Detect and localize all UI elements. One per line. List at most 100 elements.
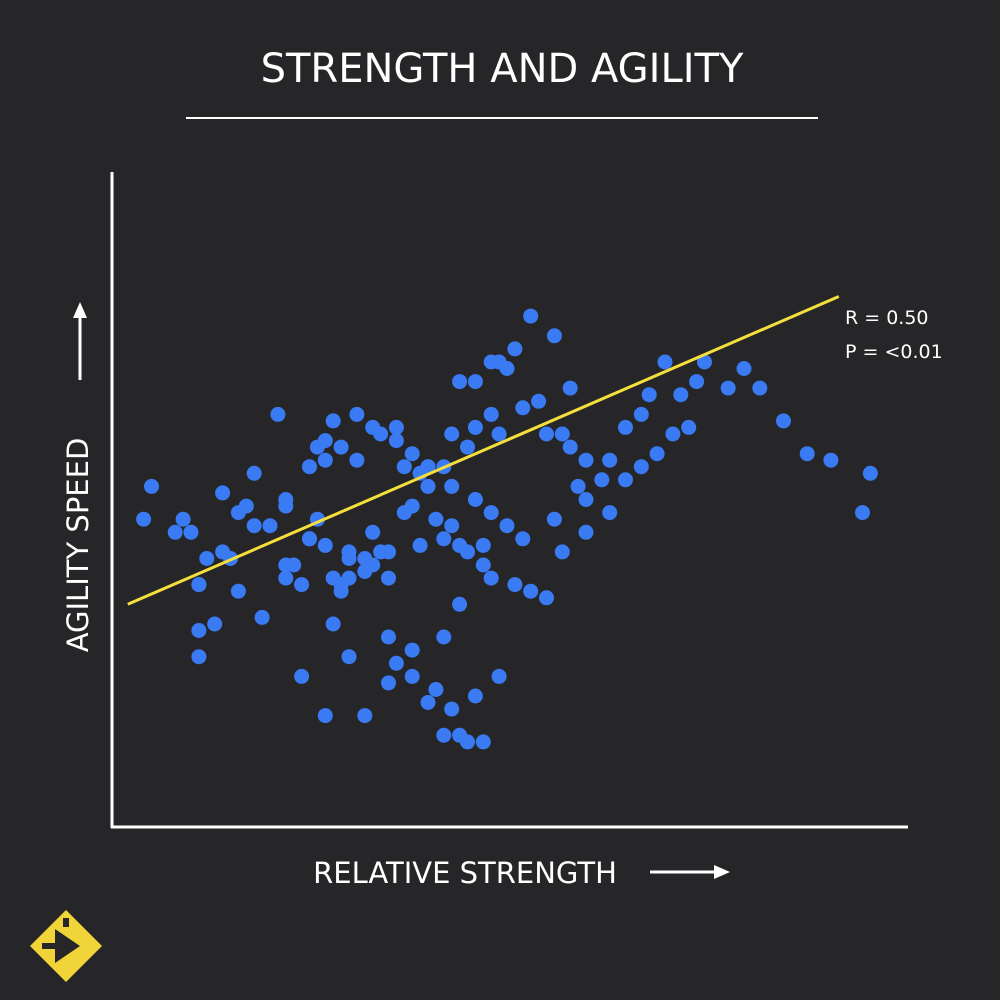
data-point — [578, 492, 594, 507]
data-point — [546, 511, 562, 527]
data-point — [428, 511, 444, 527]
data-point — [633, 406, 649, 422]
data-point — [523, 308, 539, 324]
data-point — [349, 452, 365, 468]
data-point — [278, 498, 294, 514]
data-point — [515, 531, 531, 547]
data-point — [602, 452, 618, 468]
data-point — [373, 544, 389, 560]
data-point — [144, 478, 159, 494]
x-axis-arrow — [650, 865, 730, 879]
data-point — [262, 518, 278, 534]
data-point — [404, 446, 420, 462]
data-point — [776, 413, 791, 429]
data-point — [302, 531, 317, 547]
data-point — [618, 419, 633, 435]
data-point — [475, 537, 491, 553]
data-point — [578, 524, 594, 540]
data-point — [855, 505, 870, 521]
data-point — [325, 570, 341, 586]
r-value-annotation: R = 0.50 — [845, 307, 929, 329]
p-value-annotation: P = <0.01 — [845, 341, 943, 363]
data-point — [578, 452, 594, 468]
x-axis-label: RELATIVE STRENGTH — [313, 856, 617, 890]
data-point — [546, 328, 562, 344]
data-point — [191, 649, 207, 665]
data-point — [207, 616, 223, 632]
data-point — [349, 406, 365, 422]
data-point — [491, 668, 507, 684]
data-point — [404, 498, 420, 514]
data-point — [720, 380, 736, 396]
data-point — [246, 465, 262, 481]
data-point — [570, 478, 586, 494]
data-point — [325, 616, 341, 632]
data-point — [317, 708, 333, 724]
data-point — [388, 655, 404, 671]
data-point — [467, 374, 483, 390]
data-point — [681, 419, 697, 435]
data-point — [491, 426, 507, 442]
data-point — [302, 459, 317, 475]
data-point — [467, 688, 483, 704]
data-point — [467, 492, 483, 507]
data-point — [483, 354, 499, 370]
data-point — [460, 734, 475, 750]
data-point — [396, 459, 412, 475]
data-point — [515, 400, 531, 416]
data-point — [333, 583, 349, 599]
data-point — [507, 577, 523, 593]
data-point — [531, 393, 547, 409]
data-point — [436, 629, 452, 645]
data-point — [254, 609, 270, 625]
data-point — [673, 387, 689, 403]
data-point — [381, 675, 396, 691]
data-point — [191, 623, 207, 638]
data-point — [230, 583, 246, 599]
trend-line — [127, 295, 840, 606]
data-point — [460, 439, 475, 455]
data-point — [420, 478, 436, 494]
data-point — [444, 478, 460, 494]
data-point — [270, 406, 286, 422]
data-point — [697, 354, 712, 370]
data-point — [436, 531, 452, 547]
data-point — [436, 727, 452, 743]
data-point — [539, 426, 554, 442]
data-point — [752, 380, 768, 396]
data-point — [562, 439, 578, 455]
data-point — [294, 668, 310, 684]
data-point — [618, 472, 633, 488]
data-point — [539, 590, 554, 606]
data-point — [452, 596, 468, 612]
data-point — [191, 577, 207, 593]
data-point — [483, 406, 499, 422]
data-point — [641, 387, 657, 403]
data-point — [467, 419, 483, 435]
data-point — [357, 708, 373, 724]
data-point — [562, 380, 578, 396]
y-axis-arrow — [73, 302, 87, 380]
data-point — [483, 505, 499, 521]
data-point — [633, 459, 649, 475]
data-point — [365, 557, 381, 573]
data-point — [657, 354, 673, 370]
data-point — [736, 361, 752, 376]
data-point — [341, 570, 357, 586]
data-point — [325, 413, 341, 429]
data-point — [594, 472, 610, 488]
scatter-points — [136, 308, 878, 750]
data-point — [278, 570, 294, 586]
data-point — [167, 524, 183, 540]
data-point — [294, 577, 310, 593]
data-point — [381, 629, 396, 645]
data-point — [460, 544, 475, 560]
data-point — [365, 524, 381, 540]
data-point — [823, 452, 839, 468]
data-point — [404, 642, 420, 658]
data-point — [444, 701, 460, 717]
data-point — [499, 518, 515, 534]
data-point — [317, 433, 333, 449]
data-point — [665, 426, 681, 442]
